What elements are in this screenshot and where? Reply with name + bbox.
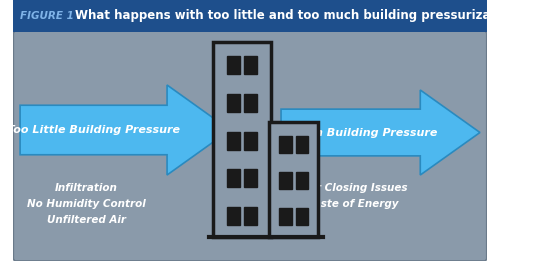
Bar <box>13 0 487 32</box>
Bar <box>296 208 308 225</box>
Bar <box>296 172 308 189</box>
Bar <box>243 132 257 150</box>
Bar <box>227 94 240 112</box>
Bar <box>280 136 292 153</box>
Bar <box>296 136 308 153</box>
Bar <box>227 207 240 225</box>
Bar <box>243 207 257 225</box>
Text: FIGURE 1: FIGURE 1 <box>20 11 74 21</box>
Bar <box>280 172 292 189</box>
Text: Infiltration: Infiltration <box>55 183 118 193</box>
Text: Unfiltered Air: Unfiltered Air <box>47 215 126 225</box>
FancyBboxPatch shape <box>13 31 487 261</box>
Polygon shape <box>281 90 480 175</box>
Bar <box>227 56 240 74</box>
Bar <box>243 94 257 112</box>
Bar <box>227 132 240 150</box>
Text: What happens with too little and too much building pressurization.: What happens with too little and too muc… <box>75 9 521 22</box>
Bar <box>243 56 257 74</box>
Text: Too Little Building Pressure: Too Little Building Pressure <box>7 125 180 135</box>
Bar <box>227 169 240 187</box>
Polygon shape <box>20 85 230 175</box>
Bar <box>243 169 257 187</box>
Bar <box>280 208 292 225</box>
Text: Too Much Building Pressure: Too Much Building Pressure <box>264 128 437 138</box>
Text: Waste of Energy: Waste of Energy <box>303 199 398 209</box>
Text: Door Closing Issues: Door Closing Issues <box>294 183 408 193</box>
Text: No Humidity Control: No Humidity Control <box>27 199 145 209</box>
Bar <box>269 122 319 237</box>
Bar <box>213 42 271 237</box>
